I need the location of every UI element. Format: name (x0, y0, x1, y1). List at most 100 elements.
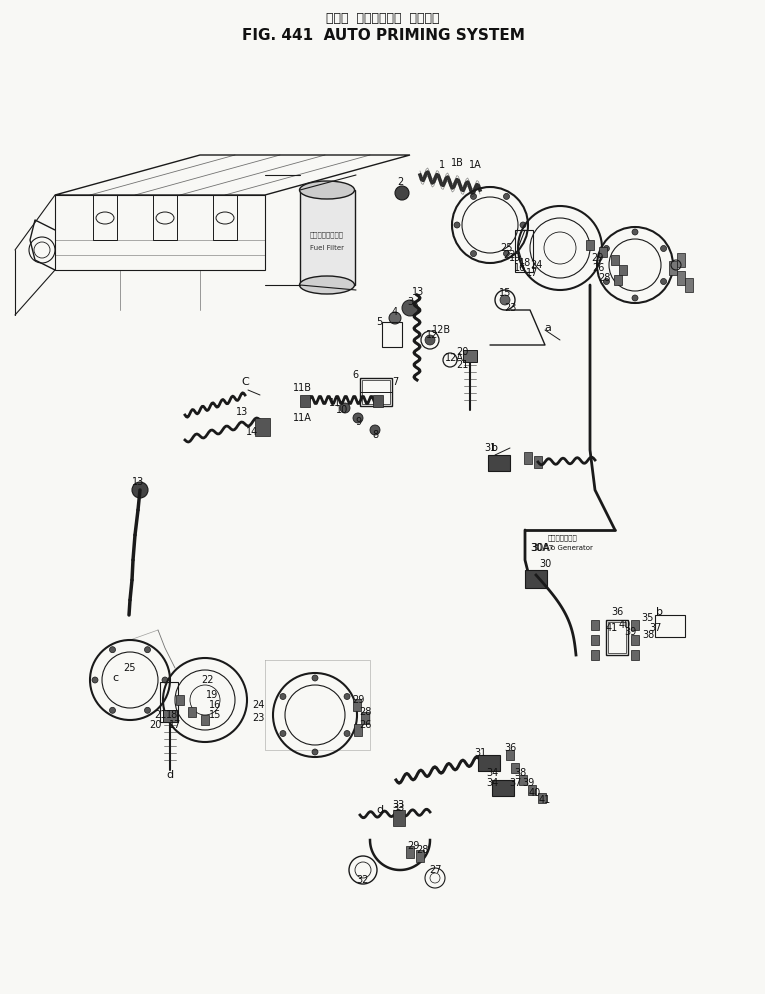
Text: 29: 29 (352, 695, 364, 705)
Text: 11: 11 (329, 398, 341, 408)
Circle shape (470, 194, 477, 200)
Bar (506, 750, 514, 760)
Circle shape (162, 677, 168, 683)
Bar (360, 378, 392, 406)
Circle shape (632, 229, 638, 235)
Text: 41: 41 (606, 623, 618, 633)
Text: 37: 37 (509, 778, 522, 788)
Text: 31: 31 (484, 443, 496, 453)
Bar (538, 793, 546, 803)
Bar (300, 395, 310, 407)
Text: c: c (112, 673, 118, 683)
Text: 37: 37 (649, 623, 662, 633)
Circle shape (470, 250, 477, 256)
Text: b: b (491, 443, 499, 453)
Text: 19: 19 (206, 690, 218, 700)
Bar (655, 615, 685, 637)
Text: 28: 28 (597, 273, 610, 283)
Circle shape (312, 675, 318, 681)
Bar (492, 780, 514, 796)
Text: 38: 38 (514, 768, 526, 778)
Bar (93, 195, 117, 240)
Text: フュエルフィルタ: フュエルフィルタ (310, 232, 344, 239)
Circle shape (500, 295, 510, 305)
Text: 11A: 11A (292, 413, 311, 423)
Text: 39: 39 (624, 627, 636, 637)
Circle shape (503, 194, 509, 200)
Bar (631, 635, 639, 645)
Text: 16: 16 (514, 263, 526, 273)
Text: 1B: 1B (451, 158, 464, 168)
Bar (524, 452, 532, 464)
Ellipse shape (300, 276, 354, 294)
Text: 3: 3 (407, 297, 413, 307)
Text: 27: 27 (430, 865, 442, 875)
Text: 36: 36 (504, 743, 516, 753)
Text: 34: 34 (486, 768, 498, 778)
Bar (534, 456, 542, 468)
Text: 15: 15 (499, 288, 511, 298)
Bar (160, 682, 178, 722)
Text: 16: 16 (209, 700, 221, 710)
Text: 30A: 30A (531, 543, 549, 553)
Text: 5: 5 (376, 317, 382, 327)
Bar (528, 785, 536, 795)
Bar (201, 715, 209, 725)
Circle shape (340, 403, 350, 413)
Text: 30: 30 (539, 559, 551, 569)
Circle shape (604, 278, 610, 284)
Text: 17: 17 (169, 720, 181, 730)
Text: 40: 40 (619, 620, 631, 630)
Circle shape (389, 312, 401, 324)
Text: 24: 24 (252, 700, 264, 710)
Bar (511, 763, 519, 773)
Circle shape (661, 246, 666, 251)
Bar (488, 455, 510, 471)
Text: 20: 20 (456, 347, 468, 357)
Text: 22: 22 (202, 675, 214, 685)
Bar (416, 850, 424, 862)
Text: 18: 18 (166, 710, 178, 720)
Bar (300, 190, 355, 285)
Circle shape (370, 425, 380, 435)
Text: 35: 35 (642, 613, 654, 623)
Text: 29: 29 (591, 253, 603, 263)
Circle shape (520, 222, 526, 228)
Circle shape (145, 708, 151, 714)
Text: 10: 10 (336, 405, 348, 415)
Text: 21: 21 (154, 710, 166, 720)
Text: 9: 9 (355, 417, 361, 427)
Bar (669, 261, 677, 275)
Text: 24: 24 (530, 260, 542, 270)
Text: 28: 28 (359, 707, 371, 717)
Circle shape (604, 246, 610, 251)
Circle shape (402, 300, 418, 316)
Bar (163, 710, 177, 722)
Bar (591, 620, 599, 630)
Text: d: d (167, 770, 174, 780)
Bar (353, 699, 361, 711)
Text: 41: 41 (539, 795, 551, 805)
Circle shape (395, 186, 409, 200)
Bar (515, 230, 533, 272)
Text: 4: 4 (392, 307, 398, 317)
Bar (463, 350, 477, 362)
Bar (213, 195, 237, 240)
Text: 32: 32 (356, 875, 369, 885)
Bar (685, 278, 693, 292)
Text: 8: 8 (372, 430, 378, 440)
Bar (614, 275, 622, 285)
Text: 26: 26 (359, 720, 371, 730)
Text: 18: 18 (519, 258, 531, 268)
Bar (153, 195, 177, 240)
Bar (393, 810, 405, 826)
Bar (599, 247, 607, 257)
Circle shape (425, 335, 435, 345)
Bar (361, 712, 369, 724)
Text: 20: 20 (149, 720, 161, 730)
Bar (631, 650, 639, 660)
Circle shape (344, 731, 350, 737)
Bar (255, 418, 270, 436)
Circle shape (109, 647, 116, 653)
Text: 38: 38 (642, 630, 654, 640)
